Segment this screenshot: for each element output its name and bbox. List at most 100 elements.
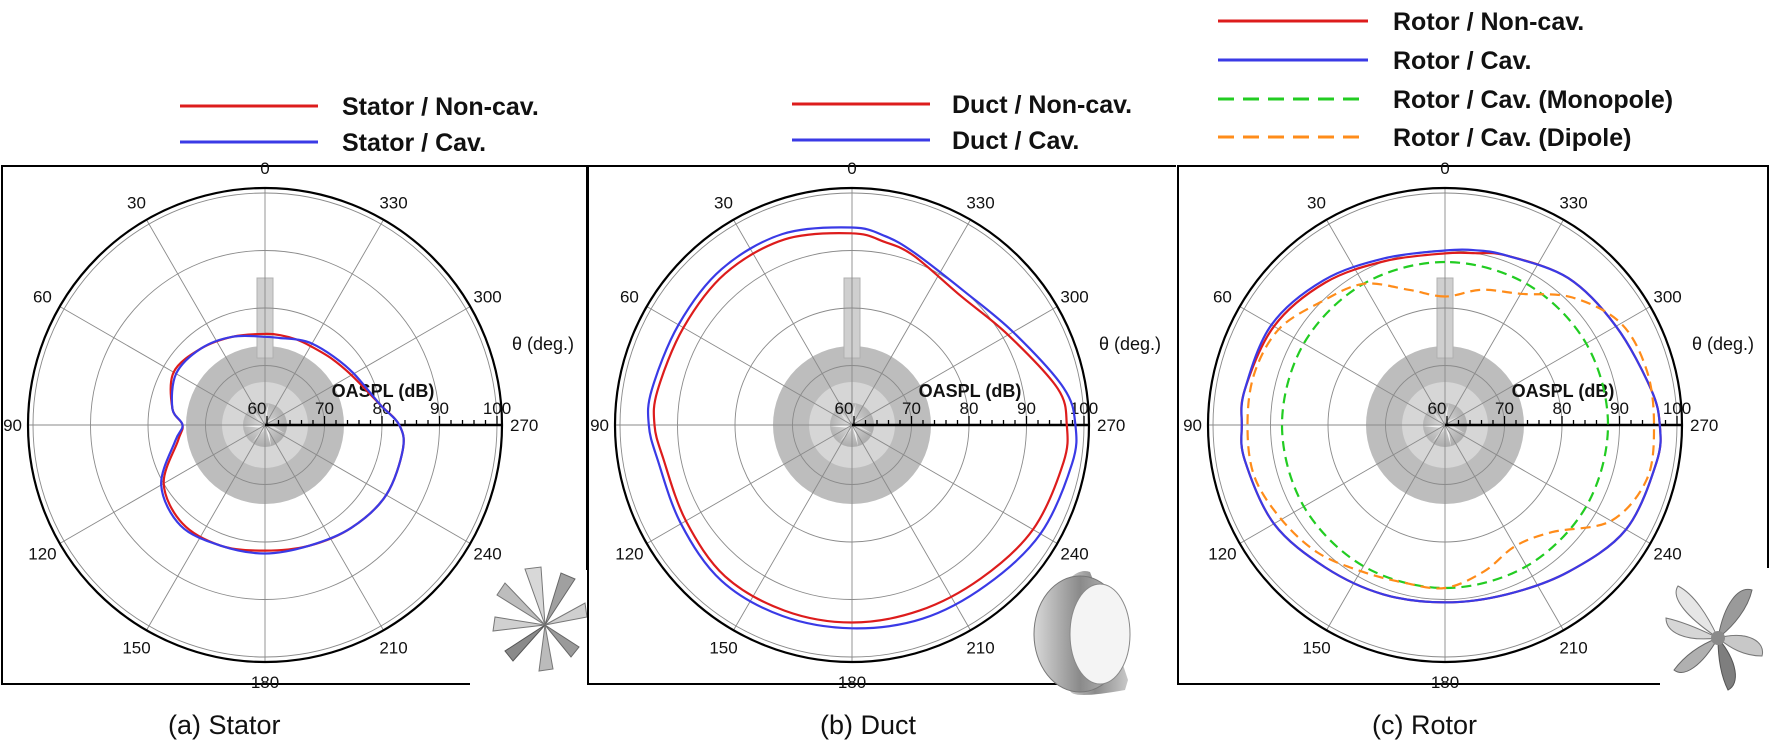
angle-tick-label: 60 [33,288,52,307]
grid-spoke [1444,424,1651,544]
radial-tick-label: 60 [1428,399,1447,418]
series-line [646,226,1078,630]
angle-tick-label: 120 [615,545,643,564]
grid-spoke [646,306,853,426]
angle-tick-label: 60 [1213,288,1232,307]
polar-plot: 60 70 80 90 100 OASPL (dB) 0 30 60 90 120 150 180 210… [590,159,1161,692]
panel-frame [587,165,1176,685]
legend-label: Rotor / Cav. (Dipole) [1393,124,1631,152]
angle-axis-title: θ (deg.) [512,334,574,354]
radial-tick-label: 70 [902,399,921,418]
series-line [160,334,405,555]
legend-label: Rotor / Cav. [1393,47,1531,75]
panel-c: Rotor / Non-cav. Rotor / Cav. Rotor / Ca… [1177,8,1769,740]
series-line [652,231,1069,624]
grid-spoke [851,219,971,426]
angle-tick-label: 240 [473,545,501,564]
grid-spoke [1444,424,1564,631]
angle-tick-label: 330 [1559,193,1587,212]
angle-axis-title: θ (deg.) [1692,334,1754,354]
radial-tick-label: 100 [483,399,511,418]
radial-tick-label: 80 [373,399,392,418]
angle-tick-label: 300 [1060,288,1088,307]
angle-tick-label: 150 [1302,639,1330,658]
angle-tick-label: 240 [1653,545,1681,564]
grid-spoke [264,424,471,544]
polar-plot: 60 70 80 90 100 OASPL (dB) 0 30 60 90 120 150 180 210… [3,159,574,692]
legend-label: Duct / Non-cav. [952,91,1132,119]
grid-spoke [851,306,1058,426]
angle-tick-label: 60 [620,288,639,307]
angle-tick-label: 180 [251,673,279,692]
angle-tick-label: 330 [966,193,994,212]
series-line [1240,248,1662,604]
angle-tick-label: 90 [3,416,22,435]
grid-spoke [264,219,384,426]
radial-tick-label: 80 [960,399,979,418]
angle-tick-label: 300 [473,288,501,307]
legend-label: Stator / Cav. [342,129,486,157]
angle-tick-label: 270 [1097,416,1125,435]
angle-tick-label: 30 [127,193,146,212]
rotor-blades-icon [1665,585,1764,691]
angle-tick-label: 270 [510,416,538,435]
angle-tick-label: 210 [379,639,407,658]
grid-spoke [1326,424,1446,631]
panel-b: Duct / Non-cav. Duct / Cav. 60 70 80 90 100 O… [587,91,1176,740]
angle-tick-label: 150 [122,639,150,658]
radial-axis-title: OASPL (dB) [332,381,435,401]
grid-spoke [59,424,266,544]
duct-icon [1033,571,1131,695]
stator-blades-icon [492,566,588,672]
panel-caption: (b) Duct [820,710,917,740]
grid-spoke [1444,219,1564,426]
radial-tick-label: 100 [1070,399,1098,418]
legend-label: Rotor / Cav. (Monopole) [1393,86,1673,114]
radial-tick-label: 90 [430,399,449,418]
radial-tick-label: 70 [1495,399,1514,418]
radial-tick-label: 60 [835,399,854,418]
angle-tick-label: 240 [1060,545,1088,564]
angle-axis-title: θ (deg.) [1099,334,1161,354]
radial-tick-label: 90 [1017,399,1036,418]
angle-tick-label: 120 [1208,545,1236,564]
angle-tick-label: 210 [1559,639,1587,658]
series-line [1246,282,1656,590]
angle-tick-label: 210 [966,639,994,658]
radial-axis-title: OASPL (dB) [1512,381,1615,401]
angle-tick-label: 90 [1183,416,1202,435]
radial-tick-label: 90 [1610,399,1629,418]
angle-tick-label: 150 [709,639,737,658]
angle-tick-label: 30 [1307,193,1326,212]
polar-plot: 60 70 80 90 100 OASPL (dB) 0 30 60 90 120 150 180 210… [1183,159,1754,692]
grid-spoke [1326,219,1446,426]
angle-tick-label: 270 [1690,416,1718,435]
angle-tick-label: 300 [1653,288,1681,307]
grid-spoke [59,306,266,426]
angle-tick-label: 180 [838,673,866,692]
angle-tick-label: 0 [847,159,856,178]
grid-spoke [264,306,471,426]
legend-label: Rotor / Non-cav. [1393,8,1584,36]
grid-spoke [851,424,1058,544]
series-line [1280,260,1610,590]
legend-b: Duct / Non-cav. Duct / Cav. [792,91,1132,155]
radial-tick-label: 60 [248,399,267,418]
angle-tick-label: 0 [260,159,269,178]
legend-label: Duct / Cav. [952,127,1079,155]
legend-label: Stator / Non-cav. [342,93,539,121]
panel-caption: (a) Stator [168,710,281,740]
legend-c: Rotor / Non-cav. Rotor / Cav. Rotor / Ca… [1218,8,1673,152]
legend-a: Stator / Non-cav. Stator / Cav. [180,93,539,157]
angle-tick-label: 120 [28,545,56,564]
panel-a: Stator / Non-cav. Stator / Cav. 60 70 80 90… [1,93,588,740]
radial-tick-label: 70 [315,399,334,418]
panel-caption: (c) Rotor [1372,710,1477,740]
radial-axis-title: OASPL (dB) [919,381,1022,401]
grid-spoke [146,424,266,631]
panel-frame [1177,165,1769,685]
grid-spoke [264,424,384,631]
angle-tick-label: 330 [379,193,407,212]
angle-tick-label: 30 [714,193,733,212]
